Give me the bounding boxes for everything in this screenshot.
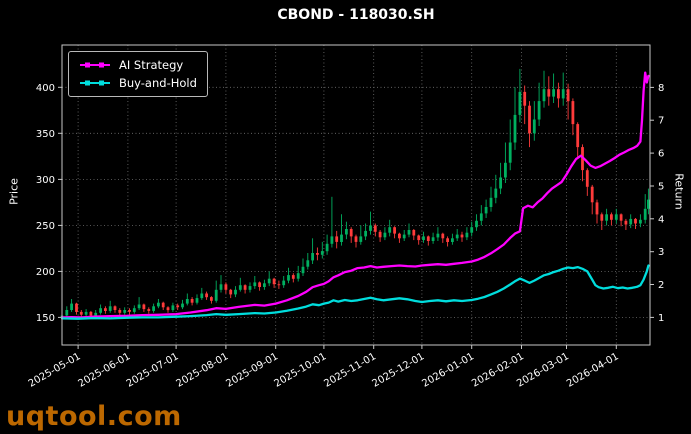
legend-label-ai-strategy: AI Strategy [119,58,184,72]
page-title: CBOND - 118030.SH [277,7,435,23]
svg-text:8: 8 [658,83,664,94]
svg-text:2025-10-01: 2025-10-01 [273,351,329,390]
svg-text:400: 400 [36,83,55,94]
svg-text:2025-12-01: 2025-12-01 [371,351,427,390]
svg-text:200: 200 [36,267,55,278]
legend-label-buy-and-hold: Buy-and-Hold [119,76,197,90]
y-axis-label-price: Price [7,178,21,205]
svg-text:2025-05-01: 2025-05-01 [27,351,83,390]
svg-text:350: 350 [36,129,55,140]
svg-text:2026-04-01: 2026-04-01 [565,351,621,390]
svg-text:2: 2 [658,280,664,291]
svg-text:2025-08-01: 2025-08-01 [175,351,231,390]
svg-text:2026-01-01: 2026-01-01 [420,351,476,390]
svg-text:2025-09-01: 2025-09-01 [224,351,280,390]
svg-text:2025-06-01: 2025-06-01 [77,351,133,390]
svg-text:4: 4 [658,214,664,225]
svg-text:5: 5 [658,182,664,193]
svg-text:150: 150 [36,313,55,324]
legend-item-buy-and-hold: Buy-and-Hold [79,76,197,90]
legend-item-ai-strategy: AI Strategy [79,58,197,72]
svg-text:7: 7 [658,116,664,127]
ai-strategy-line-icon [80,62,110,68]
legend: AI Strategy Buy-and-Hold [68,51,208,97]
svg-text:2025-11-01: 2025-11-01 [322,351,378,390]
svg-text:2025-07-01: 2025-07-01 [125,351,181,390]
watermark: uqtool.com [6,401,182,432]
y-axis-label-return: Return [672,173,686,210]
svg-text:3: 3 [658,247,664,258]
svg-text:300: 300 [36,175,55,186]
buy-and-hold-line-icon [80,80,110,86]
svg-text:6: 6 [658,149,664,160]
svg-text:250: 250 [36,221,55,232]
svg-text:1: 1 [658,313,664,324]
